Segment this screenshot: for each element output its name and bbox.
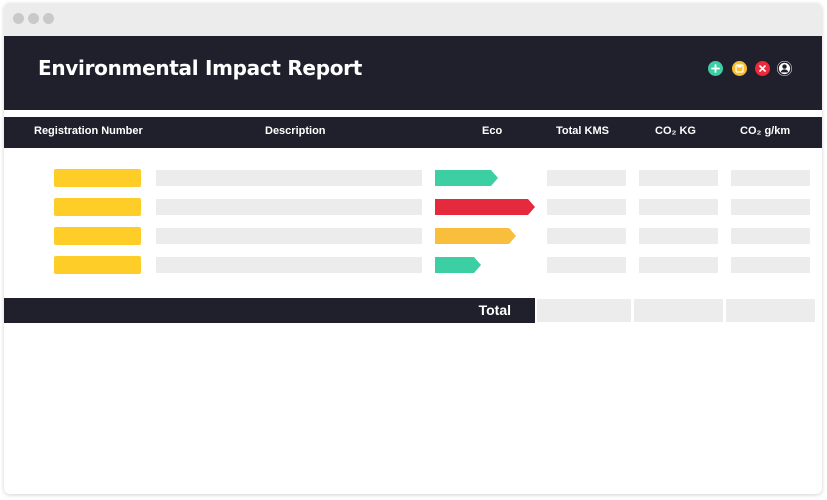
total-kms-total-placeholder — [537, 299, 631, 322]
registration-placeholder — [54, 256, 141, 274]
total-kms-placeholder — [547, 228, 626, 244]
total-kms-placeholder — [547, 170, 626, 186]
description-placeholder — [156, 228, 422, 244]
column-header-co2-gkm: CO₂ g/km — [740, 125, 791, 137]
table-header: Registration Number Description Eco Tota… — [4, 117, 822, 148]
total-kms-placeholder — [547, 257, 626, 273]
window-close-dot[interactable] — [13, 13, 24, 24]
window-titlebar — [4, 3, 822, 36]
add-button[interactable] — [708, 61, 723, 76]
save-icon — [735, 64, 744, 73]
total-label: Total — [478, 302, 511, 318]
co2-kg-placeholder — [639, 228, 718, 244]
co2-gkm-total-placeholder — [726, 299, 815, 322]
table-row[interactable] — [4, 256, 822, 275]
page-title: Environmental Impact Report — [38, 56, 362, 80]
column-header-registration: Registration Number — [34, 125, 143, 137]
column-header-total-kms: Total KMS — [556, 125, 609, 137]
registration-placeholder — [54, 227, 141, 245]
column-header-description: Description — [265, 125, 326, 137]
eco-arrow — [435, 228, 516, 244]
co2-gkm-placeholder — [731, 170, 810, 186]
co2-kg-placeholder — [639, 199, 718, 215]
table-row[interactable] — [4, 169, 822, 188]
description-placeholder — [156, 257, 422, 273]
user-icon — [777, 61, 792, 76]
window-maximize-dot[interactable] — [43, 13, 54, 24]
window-minimize-dot[interactable] — [28, 13, 39, 24]
user-button[interactable] — [777, 61, 792, 76]
co2-gkm-placeholder — [731, 228, 810, 244]
total-kms-placeholder — [547, 199, 626, 215]
co2-gkm-placeholder — [731, 257, 810, 273]
column-header-co2-kg: CO₂ KG — [655, 125, 696, 137]
registration-placeholder — [54, 198, 141, 216]
description-placeholder — [156, 170, 422, 186]
eco-rating-bar — [435, 257, 481, 273]
description-placeholder — [156, 199, 422, 215]
plus-icon — [711, 64, 720, 73]
eco-rating-bar — [435, 170, 498, 186]
report-header: Environmental Impact Report — [4, 36, 822, 110]
total-row: Total — [4, 298, 535, 323]
eco-rating-bar — [435, 228, 516, 244]
co2-kg-placeholder — [639, 170, 718, 186]
save-button[interactable] — [732, 61, 747, 76]
table-row[interactable] — [4, 227, 822, 246]
close-icon — [759, 65, 766, 72]
eco-arrow — [435, 170, 498, 186]
table-row[interactable] — [4, 198, 822, 217]
eco-arrow — [435, 199, 535, 215]
eco-arrow — [435, 257, 481, 273]
co2-kg-total-placeholder — [634, 299, 723, 322]
eco-rating-bar — [435, 199, 535, 215]
close-button[interactable] — [755, 61, 770, 76]
column-header-eco: Eco — [482, 125, 503, 137]
co2-kg-placeholder — [639, 257, 718, 273]
co2-gkm-placeholder — [731, 199, 810, 215]
app-window: Environmental Impact Report — [4, 3, 822, 494]
registration-placeholder — [54, 169, 141, 187]
